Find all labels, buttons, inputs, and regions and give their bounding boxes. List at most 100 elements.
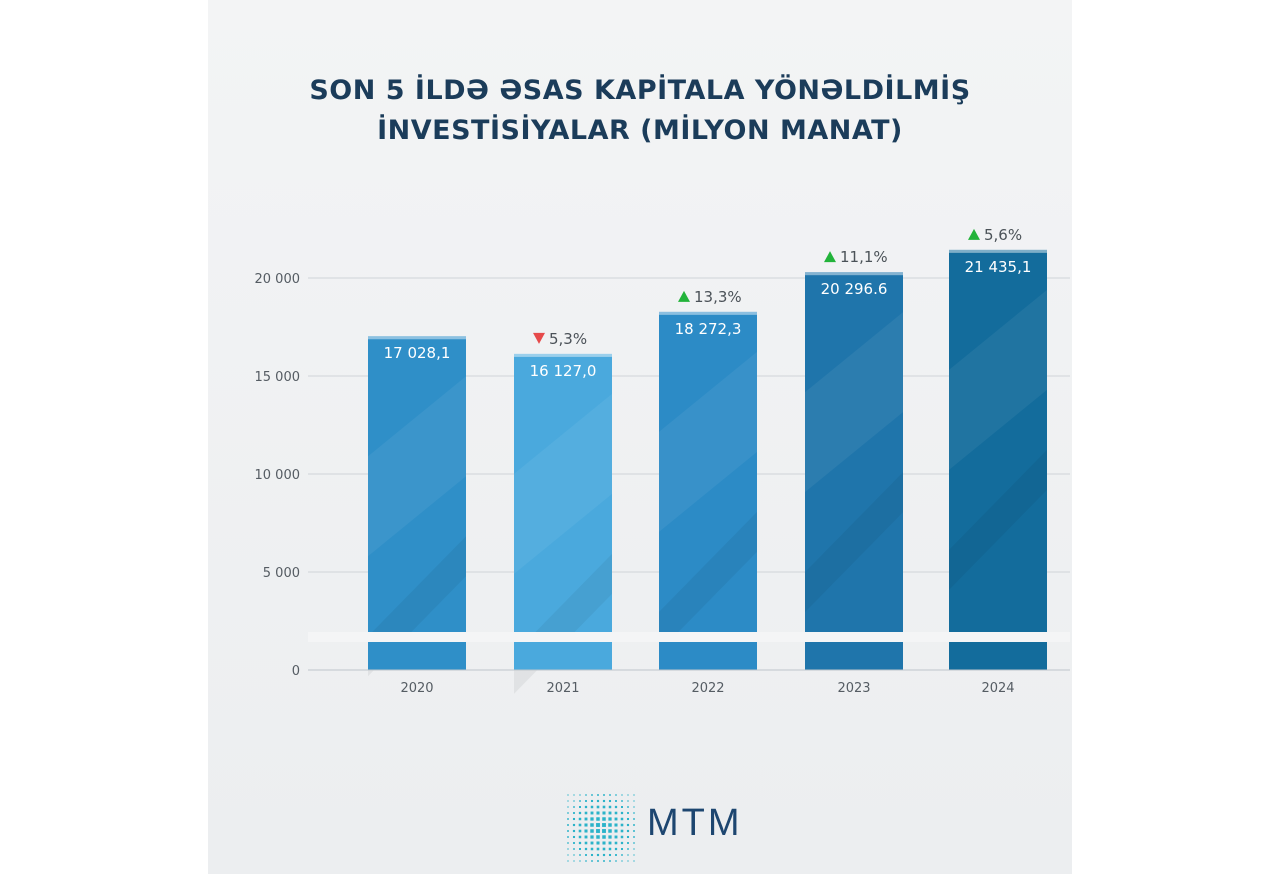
bar-shade-2022	[659, 511, 757, 652]
logo-dot	[584, 805, 588, 809]
logo-dot	[578, 841, 582, 845]
logo-dot	[579, 794, 581, 796]
logo-dot	[567, 818, 569, 820]
logo-dot	[596, 835, 600, 839]
logo-dot	[608, 805, 612, 809]
axis-break-band	[308, 632, 1070, 642]
y-tick-label-15000: 15 000	[255, 370, 301, 385]
logo-dot	[633, 854, 635, 856]
logo-dot	[590, 811, 594, 815]
y-tick-label-0: 0	[292, 664, 300, 679]
logo-dot	[596, 841, 600, 845]
logo-dot	[572, 823, 576, 827]
logo-dot	[584, 811, 588, 815]
bar-shade-2024	[949, 449, 1047, 590]
logo-dot	[585, 854, 587, 856]
logo-dot	[608, 829, 612, 833]
logo-dot	[621, 848, 623, 850]
logo-dot	[621, 794, 623, 796]
logo-dot	[573, 860, 575, 862]
logo-dot	[579, 860, 581, 862]
bar-sheen-2024	[949, 289, 1047, 470]
bar-base-2021	[514, 642, 612, 670]
logo-dot	[584, 823, 588, 827]
logo-dot	[590, 835, 594, 839]
logo-dot	[626, 823, 630, 827]
bar-top-edge-2022	[659, 311, 757, 315]
x-tick-label-2021: 2021	[546, 681, 579, 696]
logo-dot	[602, 817, 606, 821]
logo-dot	[567, 830, 569, 832]
logo-dot	[614, 835, 618, 839]
logo-dot	[633, 812, 635, 814]
logo-dot	[567, 812, 569, 814]
logo-dot	[633, 836, 635, 838]
logo-dot	[590, 823, 594, 827]
logo-dot	[590, 817, 594, 821]
logo-dot	[614, 811, 618, 815]
logo-dot	[590, 841, 594, 845]
bar-sheen-2020	[368, 376, 466, 557]
logo-dot	[621, 806, 623, 808]
logo-dot	[602, 811, 606, 815]
infographic-card: SON 5 İLDƏ ƏSAS KAPİTALA YÖNƏLDİLMİŞ İNV…	[208, 0, 1072, 874]
logo-dot	[567, 824, 569, 826]
logo-dot	[584, 817, 588, 821]
logo-dot	[602, 799, 606, 803]
logo-dot	[579, 854, 581, 856]
value-label-2024: 21 435,1	[965, 258, 1032, 276]
logo-dot	[609, 860, 611, 862]
logo-dot	[572, 829, 576, 833]
logo-dot	[579, 848, 581, 850]
logo-dot	[567, 794, 569, 796]
logo-dot	[573, 812, 575, 814]
logo-dot	[578, 811, 582, 815]
logo-dot	[585, 800, 587, 802]
logo-dot	[578, 817, 582, 821]
logo-dot	[597, 794, 599, 796]
logo-dot	[584, 835, 588, 839]
logo-dot	[596, 847, 600, 851]
logo-dot	[596, 829, 600, 833]
logo-dot	[585, 860, 587, 862]
logo-dot	[614, 847, 618, 851]
logo-dot	[627, 848, 629, 850]
logo-dot	[633, 818, 635, 820]
logo-dot	[596, 823, 600, 827]
logo-dot	[578, 823, 582, 827]
bar-top-edge-2023	[805, 272, 903, 276]
mtm-logo: MTM	[561, 790, 831, 866]
logo-dot	[584, 841, 588, 845]
logo-dot	[627, 860, 629, 862]
logo-dot	[590, 799, 594, 803]
logo-dot	[627, 800, 629, 802]
value-label-2022: 18 272,3	[675, 320, 742, 338]
logo-dot	[608, 799, 612, 803]
x-tick-label-2023: 2023	[837, 681, 870, 696]
logo-dot	[585, 794, 587, 796]
x-tick-label-2024: 2024	[981, 681, 1014, 696]
bar-2021	[514, 353, 612, 632]
logo-dot	[590, 829, 594, 833]
logo-dot	[578, 829, 582, 833]
chart-title-line-1: SON 5 İLDƏ ƏSAS KAPİTALA YÖNƏLDİLMİŞ	[309, 75, 971, 106]
logo-dot	[615, 854, 617, 856]
logo-dot	[573, 854, 575, 856]
bar-2022	[659, 311, 757, 632]
y-tick-label-10000: 10 000	[255, 468, 301, 483]
logo-dot	[578, 835, 582, 839]
logo-dot	[633, 860, 635, 862]
logo-dot	[567, 860, 569, 862]
logo-dot	[597, 860, 599, 862]
logo-dot	[602, 829, 606, 833]
logo-dot	[596, 853, 600, 857]
bar-2023	[805, 272, 903, 632]
logo-dot	[626, 817, 630, 821]
logo-dot	[615, 794, 617, 796]
logo-dot	[596, 805, 600, 809]
logo-dot	[614, 829, 618, 833]
value-label-2023: 20 296.6	[821, 280, 888, 298]
logo-dot	[567, 848, 569, 850]
bar-top-edge-2024	[949, 249, 1047, 253]
logo-dot	[627, 812, 629, 814]
